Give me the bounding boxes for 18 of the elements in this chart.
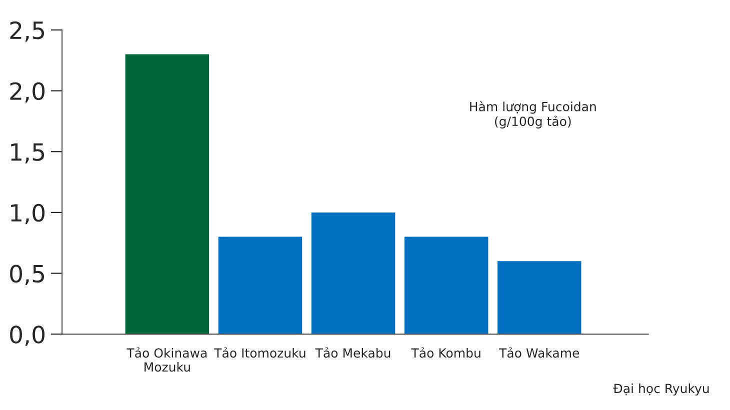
y-tick-label: 1,0: [11, 204, 45, 224]
bar: [218, 236, 302, 334]
bar: [311, 212, 396, 334]
bar: [404, 236, 488, 334]
x-tick-label: Tảo Mekabu: [315, 347, 390, 358]
annotation: Hàm lượng Fucoidan (g/100g tảo): [470, 101, 596, 128]
x-tick-label: Tảo Okinawa Mozuku: [126, 347, 207, 372]
y-tick-label: 0,0: [10, 326, 45, 346]
bar: [498, 261, 582, 334]
y-tick-label: 1,5: [11, 143, 44, 164]
x-tick-label: Tảo Itomozuku: [214, 347, 306, 358]
bar: [125, 54, 210, 334]
x-tick-label: Tảo Wakame: [498, 347, 580, 358]
y-tick-label: 0,5: [10, 264, 44, 286]
y-tick-label: 2,0: [10, 82, 45, 102]
text: Đại học Ryukyu: [613, 383, 709, 396]
y-tick-label: 2,5: [10, 21, 44, 42]
x-tick-label: Tảo Kombu: [411, 347, 480, 358]
